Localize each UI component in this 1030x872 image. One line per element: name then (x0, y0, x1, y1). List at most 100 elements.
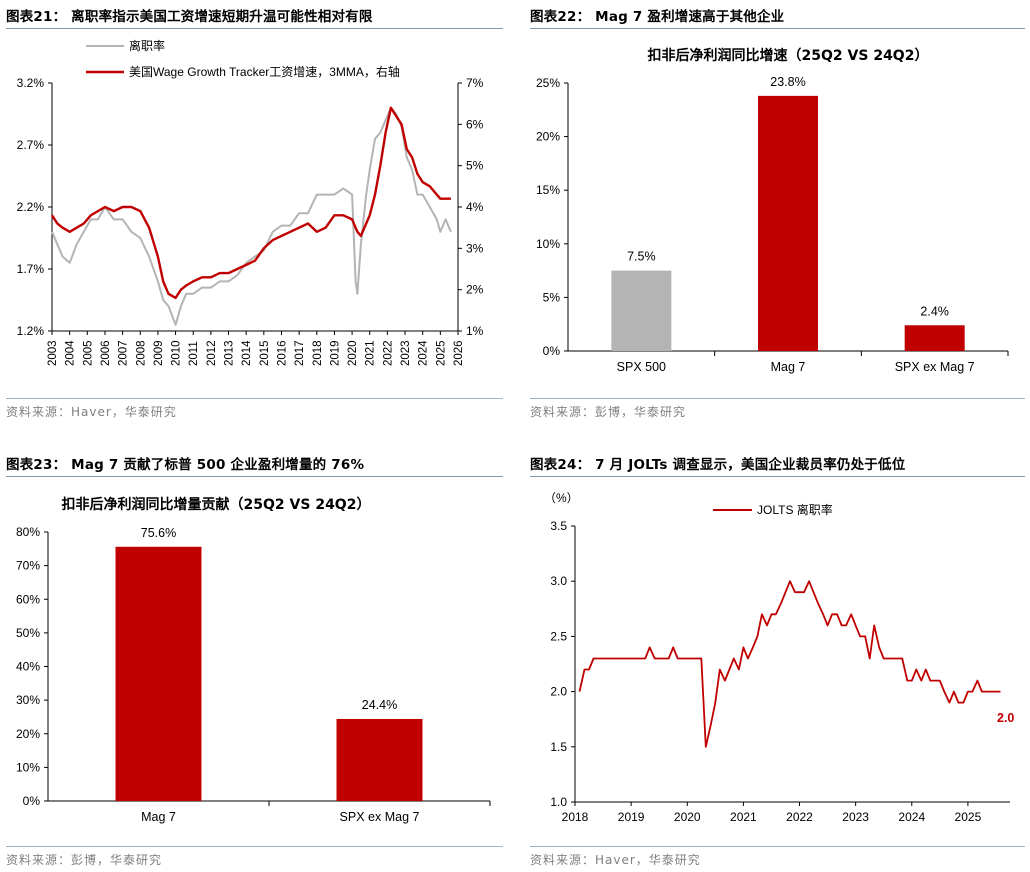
panel-22-source: 资料来源：彭博，华泰研究 (530, 405, 687, 419)
left-tick-label: 2.7% (17, 138, 45, 152)
x-tick-label: 2021 (730, 810, 757, 824)
series-wage-tracker-line (50, 106, 451, 300)
category-label: SPX ex Mag 7 (895, 360, 975, 374)
panel-24: 图表24： 7 月 JOLTs 调查显示，美国企业裁员率仍处于低位 资料来源：H… (530, 448, 1025, 872)
y-tick-label: 5% (543, 290, 561, 304)
bar-spx-ex-mag-7 (336, 718, 423, 801)
data-label: 24.4% (362, 698, 397, 712)
x-tick-label: 2026 (453, 340, 465, 366)
x-tick-label: 2018 (562, 810, 589, 824)
y-tick-label: 2.5 (550, 629, 567, 643)
data-label: 2.4% (920, 304, 949, 318)
x-tick-label: 2008 (135, 340, 147, 366)
y-tick-label: 60% (16, 592, 40, 606)
panel-21: 图表21： 离职率指示美国工资增速短期升温可能性相对有限 资料来源：Haver，… (6, 0, 503, 430)
panel-24-bottom-rule (530, 846, 1025, 847)
x-tick-label: 2011 (188, 341, 200, 366)
panel-22-bottom-rule (530, 398, 1025, 399)
panel-24-top-rule (530, 476, 1025, 477)
x-tick-label: 2022 (382, 340, 394, 366)
bar-mag-7 (115, 546, 202, 801)
panel-21-top-rule (6, 28, 503, 29)
right-tick-label: 6% (466, 117, 484, 131)
panel-21-bottom-rule (6, 398, 503, 399)
x-tick-label: 2024 (898, 810, 925, 824)
x-tick-label: 2025 (435, 340, 447, 366)
x-tick-label: 2023 (842, 810, 869, 824)
panel-22-heading: 图表22： Mag 7 盈利增速高于其他企业 (530, 9, 785, 25)
category-label: Mag 7 (141, 810, 176, 824)
legend-quit-rate-label: 离职率 (129, 38, 165, 53)
chart-23: 扣非后净利润同比增量贡献（25Q2 VS 24Q2） 0% 10% 20% 30% 40%… (16, 496, 491, 824)
y-tick-label: 15% (536, 183, 560, 197)
data-label: 7.5% (627, 250, 656, 264)
data-label: 23.8% (770, 75, 805, 89)
bar-spx-500 (611, 270, 672, 351)
x-tick-label: 2009 (153, 340, 165, 366)
right-tick-label: 5% (466, 159, 484, 173)
panel-22-top-rule (530, 28, 1025, 29)
y-tick-label: 70% (16, 559, 40, 573)
legend-jolts-label: JOLTS 离职率 (757, 502, 833, 517)
x-tick-label: 2024 (418, 340, 430, 366)
y-tick-label: 3.0 (550, 574, 567, 588)
x-tick-label: 2012 (206, 340, 218, 366)
chart-21: 1.2% 1.7% 2.2% 2.7% 3.2% 1% 2% 3% 4% 5% 6% 7% 2003 20… (17, 38, 484, 366)
panel-23-bottom-rule (6, 846, 503, 847)
y-tick-label: 2.0 (550, 685, 567, 699)
panel-22: 图表22： Mag 7 盈利增速高于其他企业 资料来源：彭博，华泰研究 (530, 0, 1025, 430)
panel-24-heading: 图表24： 7 月 JOLTs 调查显示，美国企业裁员率仍处于低位 (530, 457, 906, 473)
left-tick-label: 1.7% (17, 262, 45, 276)
x-tick-label: 2020 (674, 810, 701, 824)
legend-wage-tracker-label: 美国Wage Growth Tracker工资增速，3MMA，右轴 (129, 64, 400, 79)
y-tick-label: 50% (16, 626, 40, 640)
right-tick-label: 1% (466, 324, 484, 338)
end-value-label: 2.0 (997, 711, 1014, 725)
chart-title: 扣非后净利润同比增速（25Q2 VS 24Q2） (648, 47, 929, 64)
x-tick-label: 2013 (224, 340, 236, 366)
y-tick-label: 1.0 (550, 795, 567, 809)
x-tick-label: 2003 (47, 340, 59, 366)
category-label: SPX 500 (617, 360, 666, 374)
bar-spx-ex-mag-7 (904, 325, 965, 351)
panel-23-heading: 图表23： Mag 7 贡献了标普 500 企业盈利增量的 76% (6, 457, 365, 473)
x-tick-label: 2025 (955, 810, 982, 824)
x-tick-label: 2006 (100, 340, 112, 366)
x-tick-label: 2019 (329, 340, 341, 366)
y-tick-label: 0% (543, 344, 561, 358)
x-tick-label: 2005 (82, 340, 94, 366)
x-tick-label: 2023 (400, 340, 412, 366)
y-tick-label: 10% (16, 760, 40, 774)
category-label: SPX ex Mag 7 (340, 810, 420, 824)
category-label: Mag 7 (771, 360, 806, 374)
left-tick-label: 1.2% (17, 324, 45, 338)
y-tick-label: 80% (16, 525, 40, 539)
right-tick-label: 2% (466, 283, 484, 297)
y-tick-label: 3.5 (550, 519, 567, 533)
x-tick-label: 2007 (118, 340, 130, 366)
x-tick-label: 2014 (241, 340, 253, 366)
x-tick-label: 2004 (65, 340, 77, 366)
y-tick-label: 25% (536, 76, 560, 90)
x-tick-label: 2016 (276, 340, 288, 366)
chart-22: 扣非后净利润同比增速（25Q2 VS 24Q2） 0% 5% 10% 15% 20% 25%… (536, 47, 1009, 374)
left-tick-label: 3.2% (17, 76, 45, 90)
panel-23: 图表23： Mag 7 贡献了标普 500 企业盈利增量的 76% 资料来源：彭… (6, 448, 503, 872)
x-tick-label: 2021 (365, 340, 377, 366)
panel-21-source: 资料来源：Haver，华泰研究 (6, 405, 177, 419)
y-tick-label: 0% (23, 794, 41, 808)
y-tick-label: 40% (16, 660, 40, 674)
chart-24: （%） 1.0 1.5 2.0 2.5 3.0 3.5 2018 2019 2020 2021 202… (544, 491, 1014, 824)
right-tick-label: 4% (466, 200, 484, 214)
panel-23-top-rule (6, 476, 503, 477)
left-tick-label: 2.2% (17, 200, 45, 214)
panel-21-heading: 图表21： 离职率指示美国工资增速短期升温可能性相对有限 (6, 9, 373, 25)
panel-23-source: 资料来源：彭博，华泰研究 (6, 853, 163, 867)
x-tick-label: 2022 (786, 810, 813, 824)
y-tick-label: 20% (16, 727, 40, 741)
right-tick-label: 3% (466, 241, 484, 255)
y-tick-label: 1.5 (550, 740, 567, 754)
series-jolts-quit-rate-line (578, 580, 1001, 748)
chart-title: 扣非后净利润同比增量贡献（25Q2 VS 24Q2） (62, 496, 371, 513)
y-tick-label: 20% (536, 130, 560, 144)
